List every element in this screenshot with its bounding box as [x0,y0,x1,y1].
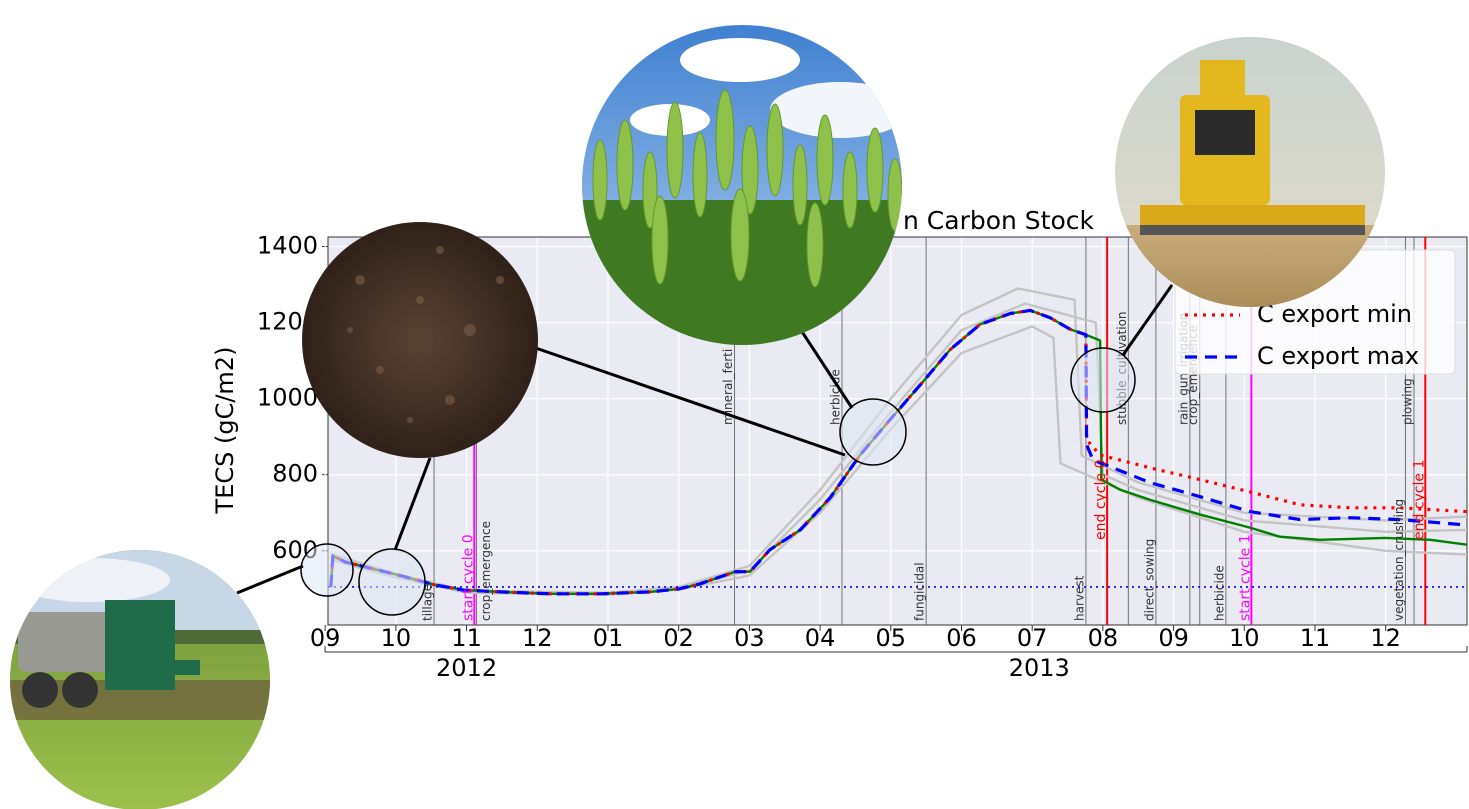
x-tick-label: 03 [734,624,765,652]
x-tick-label: 11 [1300,624,1331,652]
event-label: start cycle 1 [1237,534,1253,621]
event-label: plowing [1400,378,1414,425]
x-tick-label: 11 [451,624,482,652]
x-tick-label: 10 [381,624,412,652]
x-tick-label: 04 [805,624,836,652]
event-label: harvest [1072,575,1086,621]
y-tick-label: 1400 [257,232,318,260]
x-tick-label: 06 [946,624,977,652]
photo-soil [302,222,538,458]
x-tick-label: 01 [593,624,624,652]
x-tick-label: 09 [1158,624,1189,652]
event-label: end cycle 1 [1411,460,1427,540]
event-label: herbicide [1212,565,1226,621]
photo-field [10,550,270,809]
year-label: 2013 [1009,654,1070,682]
x-tick-label: 12 [522,624,553,652]
event-label: end cycle 0 [1093,460,1109,540]
event-label: crop_emergence [479,521,493,621]
x-tick-label: 10 [1229,624,1260,652]
x-tick-label: 12 [1370,624,1401,652]
plot-frame [327,236,1468,626]
zoom-markers [300,347,1136,616]
event-label: vegetation_crushing [1392,499,1406,621]
legend-label: C export min [1257,300,1412,328]
connectors [236,284,1174,595]
event-label: herbicide [828,369,842,425]
x-tick-label: 02 [663,624,694,652]
x-tick-label: 08 [1088,624,1119,652]
photo-harvester [1115,37,1385,307]
y-tick-label: 1000 [257,384,318,412]
event-label: start cycle 0 [460,534,476,621]
chart-title: n Carbon Stock [903,206,1095,235]
x-tick-label: 05 [876,624,907,652]
y-tick-label: 800 [272,460,318,488]
year-label: 2012 [436,654,497,682]
legend-label: C export max [1257,342,1419,370]
event-label: direct_sowing [1142,539,1156,621]
event-label: fungicidal [913,562,927,621]
event-label: tillage [421,584,435,621]
event-label: mineral_ferti [721,349,735,425]
x-tick-label: 07 [1017,624,1048,652]
y-axis-title: TECS (gC/m2) [211,347,239,515]
